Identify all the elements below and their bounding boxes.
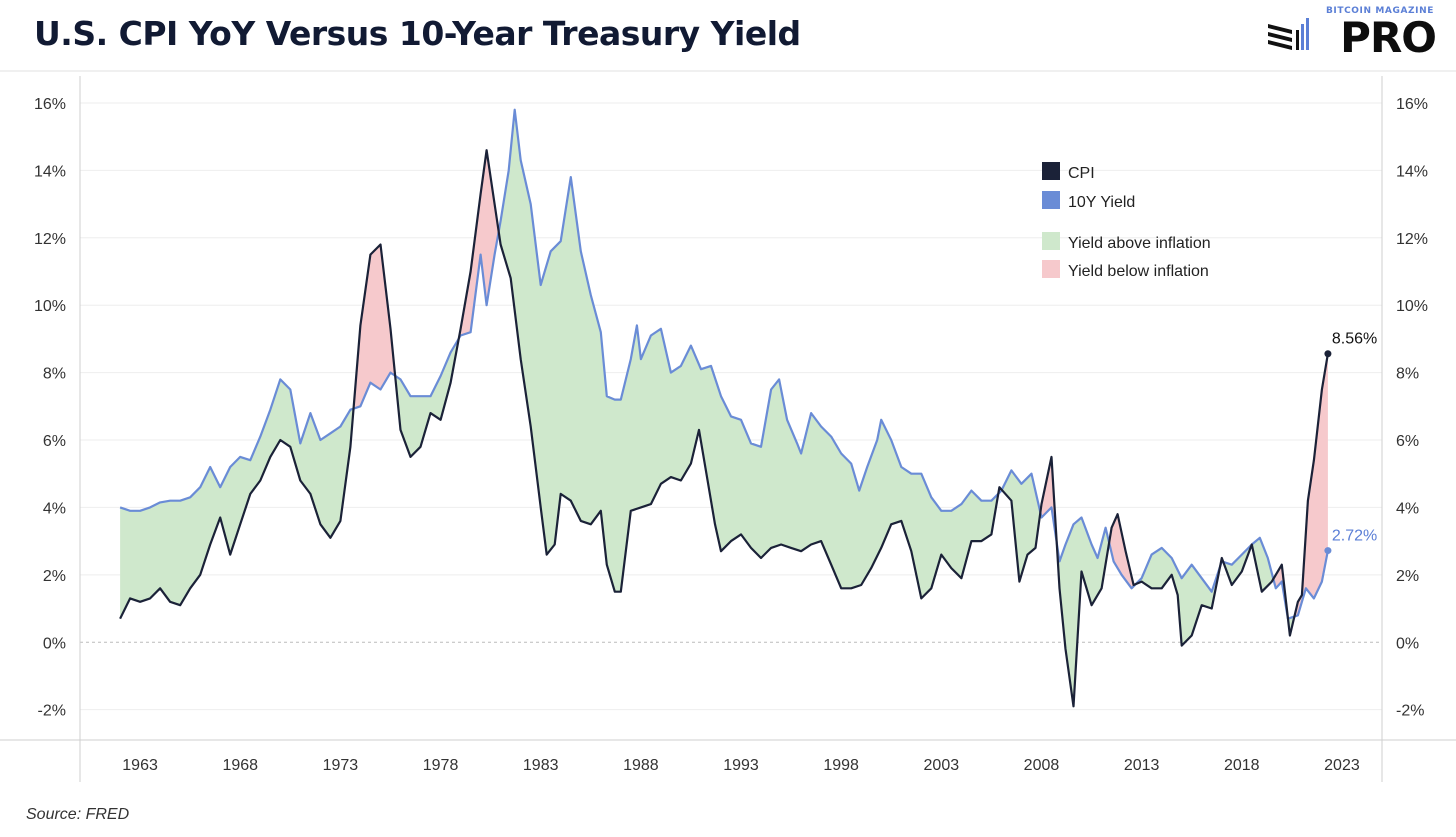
y-tick-label-left: 8% [43,366,66,383]
y-tick-label-right: 0% [1396,635,1419,652]
fill-yield-below-inflation [1294,353,1328,617]
source-note: Source: FRED [26,806,130,823]
fill-yield-below-inflation [1040,456,1058,556]
x-tick-label: 1998 [823,757,859,774]
legend-label: Yield above inflation [1068,235,1211,252]
cpi-last-value-label: 8.56% [1332,331,1377,348]
y-tick-label-right: 8% [1396,366,1419,383]
logo-main-text: PRO [1340,13,1437,62]
chart-title: U.S. CPI YoY Versus 10-Year Treasury Yie… [34,14,801,53]
y-tick-label-left: 10% [34,298,66,315]
y-tick-label-left: -2% [38,703,66,720]
y-tick-label-right: 12% [1396,231,1428,248]
legend-swatch [1042,191,1060,209]
legend-label: 10Y Yield [1068,194,1135,211]
logo-mark-icon [1268,18,1309,50]
bitcoin-magazine-pro-logo: BITCOIN MAGAZINE PRO [1266,6,1437,62]
fill-yield-below-inflation [459,150,500,338]
x-tick-label: 1968 [222,757,258,774]
fill-yield-above-inflation [395,334,460,457]
x-tick-label: 2003 [924,757,960,774]
legend-swatch [1042,162,1060,180]
y-tick-label-right: -2% [1396,703,1424,720]
x-tick-label: 1988 [623,757,659,774]
y-tick-label-left: 16% [34,96,66,113]
series-line-cpi [119,149,1329,708]
y-tick-label-right: 10% [1396,298,1428,315]
legend-swatch [1042,232,1060,250]
y-tick-label-left: 4% [43,500,66,517]
annotations: 8.56% 2.72% [1324,331,1377,555]
x-tick-label: 1993 [723,757,759,774]
y-tick-label-right: 6% [1396,433,1419,450]
y-tick-label-right: 2% [1396,568,1419,585]
y-tick-label-right: 16% [1396,96,1428,113]
fill-yield-above-inflation [499,109,999,599]
logo-top-text: BITCOIN MAGAZINE [1325,6,1434,16]
fill-yield-above-inflation [120,379,355,619]
axes [0,70,1456,782]
legend: CPI 10Y Yield Yield above inflation Yield b… [1042,162,1211,280]
legend-label: Yield below inflation [1068,263,1209,280]
x-tick-label: 2023 [1324,757,1360,774]
x-tick-label: 2008 [1024,757,1060,774]
y-tick-label-left: 2% [43,568,66,585]
fill-yield-above-inflation [1057,517,1110,707]
yield-end-marker [1324,547,1332,555]
fill-yield-above-inflation [1002,470,1041,582]
x-tick-label: 1963 [122,757,158,774]
area-fills [120,109,1328,707]
x-tick-label: 1978 [423,757,459,774]
x-tick-label: 2013 [1124,757,1160,774]
fill-yield-below-inflation [1273,564,1289,627]
tick-labels: -2% -2% 0% 0% 2% 2% 4% 4% 6% 6% 8% 8% 10% 10% 12% 12% 14… [34,96,1428,774]
y-tick-label-left: 12% [34,231,66,248]
x-tick-label: 1983 [523,757,559,774]
series-line-10y-yield [119,108,1329,620]
y-tick-label-left: 0% [43,635,66,652]
yield-last-value-label: 2.72% [1332,528,1377,545]
y-tick-label-left: 6% [43,433,66,450]
legend-swatch [1042,260,1060,278]
cpi-end-marker [1324,350,1332,358]
series-lines [119,108,1329,708]
y-tick-label-left: 14% [34,163,66,180]
y-tick-label-right: 14% [1396,163,1428,180]
x-tick-label: 1973 [323,757,359,774]
y-tick-label-right: 4% [1396,500,1419,517]
legend-label: CPI [1068,165,1095,182]
x-tick-label: 2018 [1224,757,1260,774]
